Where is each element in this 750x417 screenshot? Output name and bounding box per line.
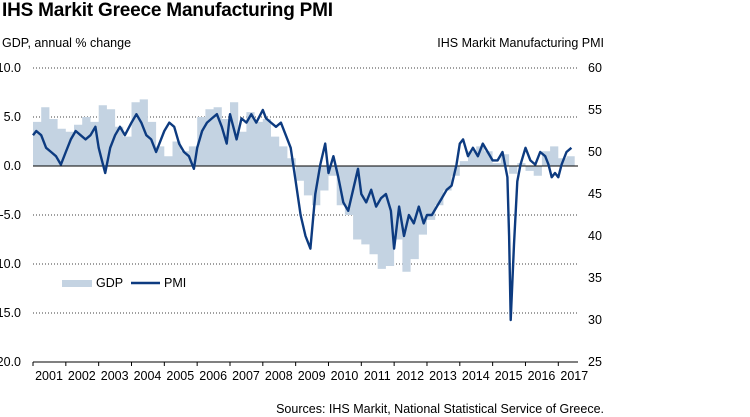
right-tick-label: 60 [588,61,602,75]
left-tick-label: -5.0 [0,208,21,222]
x-tick-label: 2007 [232,369,260,383]
x-tick-label: 2012 [396,369,424,383]
legend-pmi-label: PMI [164,276,186,290]
x-tick-label: 2002 [68,369,96,383]
left-tick-label: -20.0 [0,355,21,369]
left-tick-label: 10.0 [0,61,21,75]
x-tick-label: 2017 [560,369,588,383]
x-tick-label: 2010 [331,369,359,383]
x-tick-label: 2005 [166,369,194,383]
left-tick-label: -10.0 [0,257,21,271]
x-tick-label: 2008 [265,369,293,383]
x-tick-label: 2006 [199,369,227,383]
left-tick-label: 0.0 [4,159,21,173]
left-tick-label: 5.0 [4,110,21,124]
x-tick-label: 2004 [134,369,162,383]
x-tick-label: 2009 [298,369,326,383]
legend-gdp-swatch [62,280,92,287]
right-tick-label: 30 [588,313,602,327]
chart-title: IHS Markit Greece Manufacturing PMI [2,0,333,21]
x-tick-label: 2016 [528,369,556,383]
right-tick-label: 40 [588,229,602,243]
x-tick-label: 2003 [101,369,129,383]
right-tick-label: 55 [588,103,602,117]
right-axis-title: IHS Markit Manufacturing PMI [437,36,604,50]
left-axis-title: GDP, annual % change [2,36,132,50]
right-tick-label: 50 [588,145,602,159]
right-tick-label: 45 [588,187,602,201]
right-tick-label: 25 [588,355,602,369]
gdp-area [33,99,575,272]
pmi-line [32,108,573,322]
legend-gdp-label: GDP [96,276,123,290]
source-note: Sources: IHS Markit, National Statistica… [276,402,604,416]
x-tick-label: 2011 [364,369,391,383]
right-tick-label: 35 [588,271,602,285]
x-tick-label: 2001 [35,369,63,383]
x-tick-label: 2015 [495,369,523,383]
x-tick-label: 2013 [429,369,457,383]
x-tick-label: 2014 [462,369,490,383]
left-tick-label: -15.0 [0,306,21,320]
